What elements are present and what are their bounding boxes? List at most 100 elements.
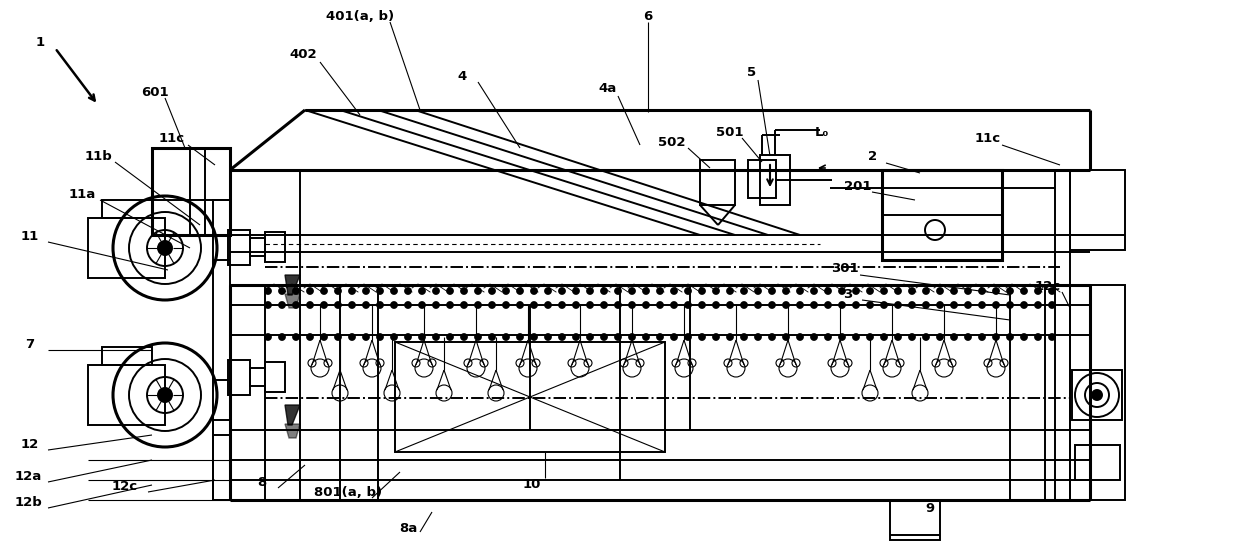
Circle shape bbox=[754, 301, 761, 309]
Circle shape bbox=[157, 388, 172, 402]
Circle shape bbox=[796, 301, 804, 309]
Circle shape bbox=[838, 301, 846, 309]
Circle shape bbox=[978, 334, 986, 341]
Bar bbox=[250, 238, 265, 256]
Circle shape bbox=[475, 334, 481, 341]
Circle shape bbox=[404, 334, 412, 341]
Circle shape bbox=[446, 334, 454, 341]
Circle shape bbox=[377, 287, 383, 295]
Circle shape bbox=[867, 301, 873, 309]
Circle shape bbox=[558, 287, 565, 295]
Bar bbox=[228, 360, 250, 395]
Text: 11c: 11c bbox=[975, 133, 1001, 145]
Text: 12: 12 bbox=[21, 437, 40, 451]
Circle shape bbox=[684, 334, 692, 341]
Circle shape bbox=[811, 334, 817, 341]
Bar bbox=[890, 500, 940, 540]
Text: 5: 5 bbox=[748, 67, 756, 79]
Circle shape bbox=[642, 301, 650, 309]
Circle shape bbox=[460, 301, 467, 309]
Bar bbox=[882, 170, 1002, 260]
Circle shape bbox=[531, 287, 537, 295]
Circle shape bbox=[615, 287, 621, 295]
Text: 2: 2 bbox=[868, 150, 878, 164]
Circle shape bbox=[629, 334, 635, 341]
Circle shape bbox=[923, 334, 930, 341]
Bar bbox=[228, 230, 250, 265]
Circle shape bbox=[377, 301, 383, 309]
Circle shape bbox=[894, 287, 901, 295]
Circle shape bbox=[698, 301, 706, 309]
Polygon shape bbox=[285, 294, 300, 308]
Circle shape bbox=[433, 334, 439, 341]
Circle shape bbox=[909, 287, 915, 295]
Circle shape bbox=[782, 287, 790, 295]
Circle shape bbox=[782, 301, 790, 309]
Circle shape bbox=[880, 301, 888, 309]
Circle shape bbox=[362, 334, 370, 341]
Circle shape bbox=[838, 287, 846, 295]
Circle shape bbox=[433, 301, 439, 309]
Text: 8a: 8a bbox=[399, 522, 417, 534]
Circle shape bbox=[264, 334, 272, 341]
Circle shape bbox=[391, 301, 398, 309]
Text: 501: 501 bbox=[717, 125, 744, 139]
Bar bbox=[748, 160, 776, 198]
Circle shape bbox=[992, 287, 999, 295]
Circle shape bbox=[936, 334, 944, 341]
Bar bbox=[250, 368, 265, 386]
Circle shape bbox=[727, 301, 734, 309]
Text: 4: 4 bbox=[458, 69, 466, 83]
Circle shape bbox=[600, 301, 608, 309]
Text: 601: 601 bbox=[141, 85, 169, 98]
Circle shape bbox=[419, 334, 425, 341]
Circle shape bbox=[320, 287, 327, 295]
Circle shape bbox=[825, 334, 832, 341]
Text: 201: 201 bbox=[844, 179, 872, 193]
Text: 301: 301 bbox=[831, 261, 859, 275]
Circle shape bbox=[362, 301, 370, 309]
Text: 12c: 12c bbox=[112, 480, 138, 492]
Circle shape bbox=[335, 287, 341, 295]
Circle shape bbox=[293, 287, 300, 295]
Circle shape bbox=[923, 287, 930, 295]
Circle shape bbox=[1034, 301, 1042, 309]
Circle shape bbox=[433, 287, 439, 295]
Circle shape bbox=[279, 301, 285, 309]
Bar bbox=[102, 347, 153, 365]
Circle shape bbox=[909, 301, 915, 309]
Polygon shape bbox=[285, 405, 300, 425]
Circle shape bbox=[615, 301, 621, 309]
Circle shape bbox=[684, 301, 692, 309]
Circle shape bbox=[825, 301, 832, 309]
Circle shape bbox=[811, 301, 817, 309]
Circle shape bbox=[1021, 287, 1028, 295]
Text: 12c: 12c bbox=[1035, 280, 1061, 292]
Text: 402: 402 bbox=[289, 48, 316, 62]
Circle shape bbox=[740, 301, 748, 309]
Text: 401(a, b): 401(a, b) bbox=[326, 9, 394, 23]
Circle shape bbox=[377, 334, 383, 341]
Circle shape bbox=[573, 301, 579, 309]
Circle shape bbox=[656, 301, 663, 309]
Bar bbox=[1075, 445, 1120, 480]
Bar bbox=[88, 218, 165, 278]
Text: 11: 11 bbox=[21, 230, 40, 243]
Circle shape bbox=[293, 334, 300, 341]
Circle shape bbox=[348, 301, 356, 309]
Circle shape bbox=[713, 301, 719, 309]
Circle shape bbox=[880, 334, 888, 341]
Circle shape bbox=[502, 334, 510, 341]
Circle shape bbox=[517, 301, 523, 309]
Circle shape bbox=[1021, 334, 1028, 341]
Text: 3: 3 bbox=[843, 289, 853, 301]
Circle shape bbox=[754, 287, 761, 295]
Circle shape bbox=[264, 301, 272, 309]
Text: 11c: 11c bbox=[159, 133, 185, 145]
Text: 8: 8 bbox=[258, 476, 267, 488]
Text: 502: 502 bbox=[658, 135, 686, 149]
Circle shape bbox=[475, 287, 481, 295]
Circle shape bbox=[362, 287, 370, 295]
Circle shape bbox=[727, 334, 734, 341]
Circle shape bbox=[754, 334, 761, 341]
